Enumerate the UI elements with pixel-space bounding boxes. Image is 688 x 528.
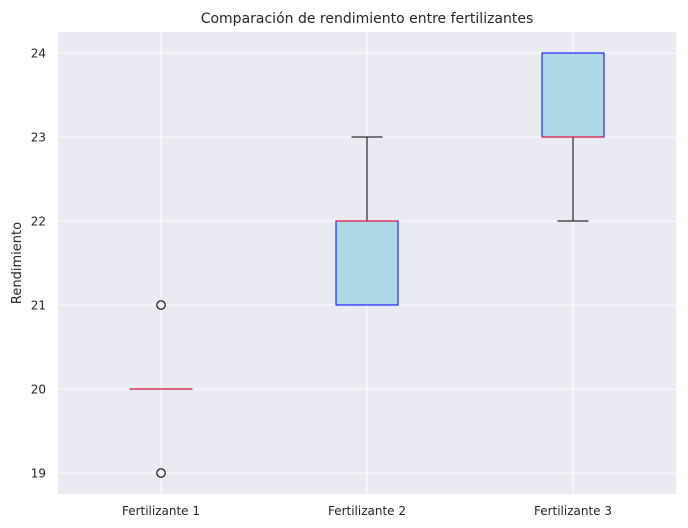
box-group [335,136,399,306]
x-tick-label: Fertilizante 3 [534,504,612,518]
box [541,52,605,138]
y-tick-label: 24 [31,47,46,61]
x-tick-label: Fertilizante 2 [328,504,406,518]
y-axis-label: Rendimiento [10,222,25,304]
y-tick-label: 19 [31,467,46,481]
y-tick-label: 22 [31,215,46,229]
chart-title: Comparación de rendimiento entre fertili… [201,11,534,27]
x-tick-labels: Fertilizante 1 Fertilizante 2 Fertilizante… [122,504,612,518]
box-marks [129,52,605,478]
x-tick-label: Fertilizante 1 [122,504,200,518]
y-tick-labels: 19 20 21 22 23 24 [31,47,46,481]
box [335,220,399,306]
box-group [129,300,193,478]
box-group [541,52,605,222]
y-tick-label: 21 [31,299,46,313]
outlier-point [156,300,166,310]
outlier-point [156,468,166,478]
y-tick-label: 23 [31,131,46,145]
y-tick-label: 20 [31,383,46,397]
